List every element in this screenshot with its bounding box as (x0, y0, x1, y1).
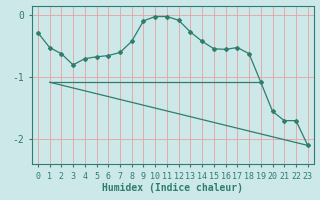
X-axis label: Humidex (Indice chaleur): Humidex (Indice chaleur) (102, 183, 243, 193)
